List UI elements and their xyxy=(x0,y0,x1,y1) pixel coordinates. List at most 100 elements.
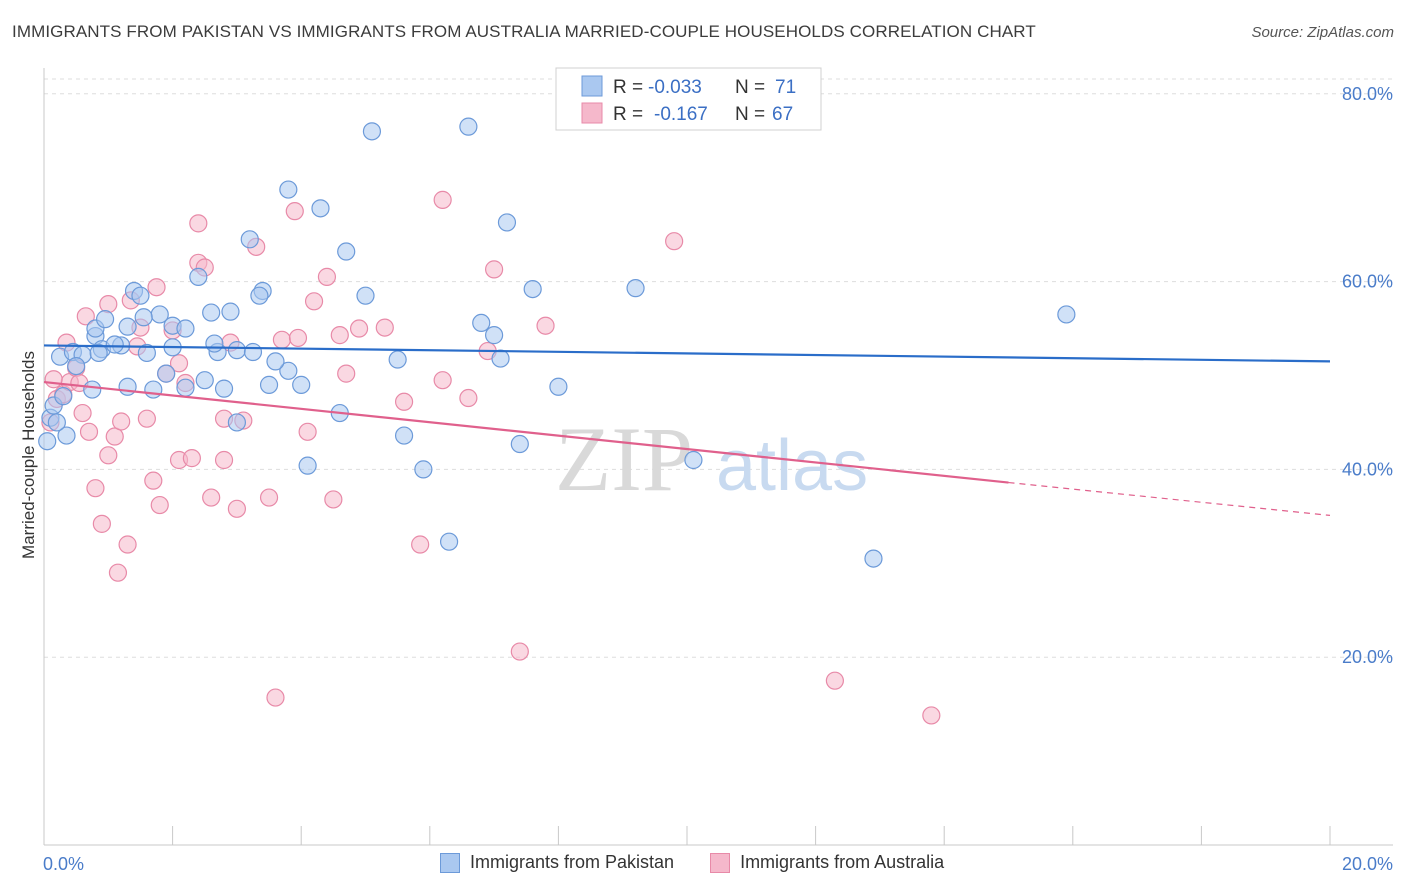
australia-point xyxy=(44,370,63,389)
pakistan-point xyxy=(137,343,156,363)
axes xyxy=(43,68,1393,846)
australia-point xyxy=(375,318,394,337)
grid-lines xyxy=(44,78,1393,658)
australia-point xyxy=(189,214,208,233)
pakistan-point xyxy=(57,426,76,445)
pakistan-point xyxy=(497,213,517,232)
pakistan-point xyxy=(266,352,285,371)
pakistan-point xyxy=(259,375,279,394)
australia-point xyxy=(259,488,279,507)
australia-point xyxy=(536,316,555,335)
watermark-zip: ZIP xyxy=(555,408,693,510)
pakistan-point xyxy=(134,308,153,327)
australia-point xyxy=(118,535,137,554)
pakistan-point xyxy=(394,426,414,445)
pakistan-point xyxy=(131,286,150,305)
series-legend: Immigrants from Pakistan Immigrants from… xyxy=(440,852,970,873)
pakistan-point xyxy=(189,267,208,286)
australia-point xyxy=(227,499,246,518)
pakistan-point xyxy=(414,460,433,479)
chart-title: IMMIGRANTS FROM PAKISTAN VS IMMIGRANTS F… xyxy=(12,22,1036,41)
australia-point xyxy=(510,642,529,661)
pakistan-point xyxy=(626,279,645,298)
pakistan-point xyxy=(205,334,224,353)
pakistan-point xyxy=(67,356,86,376)
pakistan-point xyxy=(523,279,542,299)
trend-line-australia-extrapolated xyxy=(1008,481,1331,516)
australia-point xyxy=(182,449,201,468)
pakistan-point xyxy=(292,375,311,394)
legend-r-label-pakistan: R = xyxy=(613,77,643,98)
pakistan-point xyxy=(459,117,478,136)
australia-point xyxy=(73,403,92,423)
pakistan-point xyxy=(240,230,259,249)
australia-point xyxy=(324,490,343,509)
pakistan-point xyxy=(214,379,234,398)
pakistan-point xyxy=(250,286,269,305)
pakistan-point xyxy=(439,532,459,551)
legend-n-value-australia: 67 xyxy=(772,104,793,125)
australia-point xyxy=(266,688,285,707)
australia-point xyxy=(169,354,189,373)
legend-item-australia[interactable]: Immigrants from Australia xyxy=(710,852,944,873)
legend-n-value-pakistan: 71 xyxy=(775,77,796,98)
pakistan-point xyxy=(510,434,529,454)
pakistan-point xyxy=(279,361,298,380)
legend-label-pakistan: Immigrants from Pakistan xyxy=(470,852,675,872)
pakistan-point xyxy=(311,199,330,218)
y-tick-labels: 20.0% 40.0% 60.0% 80.0% xyxy=(1342,84,1393,667)
australia-point xyxy=(394,392,414,411)
x-tick-labels: 0.0% 20.0% xyxy=(43,854,1393,874)
pakistan-point xyxy=(118,317,137,336)
pakistan-point xyxy=(684,450,703,470)
australia-point xyxy=(76,307,95,326)
pakistan-point xyxy=(549,377,568,396)
pakistan-point xyxy=(105,335,124,354)
legend-r-value-australia: -0.167 xyxy=(654,104,708,125)
pakistan-point xyxy=(176,319,195,338)
pakistan-point xyxy=(47,413,66,432)
legend-swatch-australia-bottom xyxy=(710,852,731,873)
legend-item-pakistan[interactable]: Immigrants from Pakistan xyxy=(440,852,674,873)
pakistan-point xyxy=(144,380,163,399)
australia-point xyxy=(99,295,118,314)
australia-point xyxy=(112,412,131,431)
australia-point xyxy=(79,422,99,441)
australia-point xyxy=(99,446,118,465)
pakistan-point xyxy=(491,349,510,368)
pakistan-point xyxy=(221,302,240,321)
australia-point xyxy=(459,388,478,408)
australia-point xyxy=(272,330,292,349)
pakistan-point xyxy=(472,313,491,333)
australia-point xyxy=(108,563,128,582)
trend-line-australia xyxy=(43,380,1009,484)
pakistan-point xyxy=(54,387,73,406)
trend-lines xyxy=(43,344,1331,516)
pakistan-point xyxy=(1057,305,1076,324)
australia-point xyxy=(825,671,844,690)
australia-point xyxy=(214,450,234,470)
pakistan-point xyxy=(176,378,195,397)
australia-point xyxy=(298,422,317,441)
pakistan-point xyxy=(202,303,221,322)
australia-point xyxy=(922,706,941,725)
stats-legend: R = -0.033 N = 71 R = -0.167 N = 67 xyxy=(555,67,822,131)
pakistan-point xyxy=(356,286,375,305)
australia-point xyxy=(485,260,504,279)
watermark: ZIP atlas xyxy=(555,408,868,510)
australia-point xyxy=(147,278,166,297)
australia-point xyxy=(317,267,337,286)
pakistan-point xyxy=(362,122,382,141)
australia-point xyxy=(330,326,349,345)
legend-swatch-australia xyxy=(581,102,603,124)
legend-n-label-pakistan: N = xyxy=(735,77,765,98)
y-tick-label: 20.0% xyxy=(1342,647,1393,667)
australia-point xyxy=(105,427,124,446)
pakistan-point xyxy=(243,342,263,362)
x-tick-min: 0.0% xyxy=(43,854,84,874)
pakistan-point xyxy=(118,377,137,396)
pakistan-point xyxy=(227,341,246,360)
australia-point xyxy=(285,202,304,221)
pakistan-point xyxy=(227,413,246,432)
